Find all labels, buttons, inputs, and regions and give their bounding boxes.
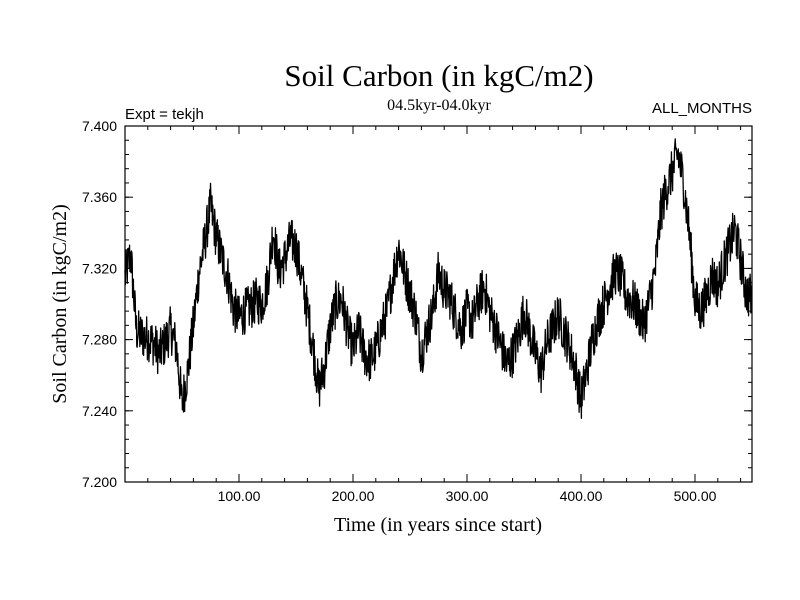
y-tick-label: 7.240 [82,403,117,419]
y-tick-label: 7.360 [82,189,117,205]
plot-frame [125,126,752,482]
x-axis-label: Time (in years since start) [334,514,542,536]
tick-labels: 100.00 200.00 300.00 400.00 500.00 7.200 7.240… [82,118,717,504]
y-tick-label: 7.200 [82,474,117,490]
x-tick-label: 100.00 [218,488,261,504]
y-tick-label: 7.400 [82,118,117,134]
y-tick-label: 7.280 [82,332,117,348]
chart-subtitle: 04.5kyr-04.0kyr [387,97,491,114]
y-tick-label: 7.320 [82,260,117,276]
experiment-label: Expt = tekjh [125,106,204,123]
months-label: ALL_MONTHS [652,100,752,117]
x-tick-label: 500.00 [674,488,717,504]
x-tick-label: 300.00 [446,488,489,504]
series-line [125,139,752,418]
series-layer [125,139,752,418]
x-tick-label: 200.00 [332,488,375,504]
chart-title: Soil Carbon (in kgC/m2) [284,58,593,93]
axis-ticks [125,126,752,482]
x-tick-label: 400.00 [560,488,603,504]
chart: Soil Carbon (in kgC/m2) 04.5kyr-04.0kyr … [0,0,800,600]
y-axis-label: Soil Carbon (in kgC/m2) [49,204,71,403]
